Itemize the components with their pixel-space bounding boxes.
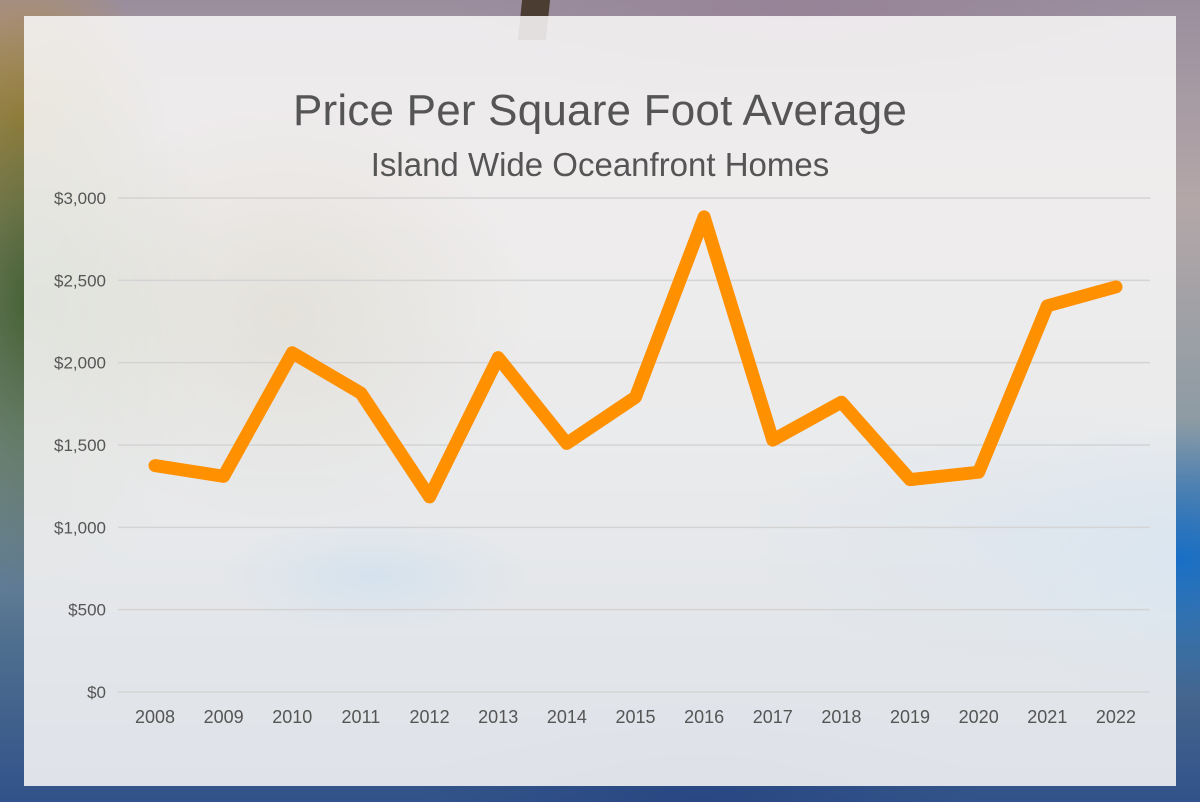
gridlines	[118, 197, 1150, 693]
y-tick-label: $3,000	[54, 189, 106, 208]
chart-subtitle: Island Wide Oceanfront Homes	[370, 146, 830, 183]
x-tick-label: 2013	[478, 707, 518, 727]
x-tick-label: 2016	[684, 707, 724, 727]
panel-tint	[24, 16, 1176, 786]
x-axis-ticks: 2008 2009 2010 2011 2012 2013 2014 2015 2016 2017…	[135, 707, 1136, 727]
y-tick-label: $1,000	[54, 518, 106, 537]
x-tick-label: 2018	[821, 707, 861, 727]
price-series-line	[148, 210, 1123, 504]
x-tick-label: 2019	[890, 707, 930, 727]
x-tick-label: 2022	[1096, 707, 1136, 727]
chart-title: Price Per Square Foot Average	[292, 86, 907, 135]
x-tick-label: 2015	[615, 707, 655, 727]
x-tick-label: 2011	[342, 707, 381, 727]
x-tick-label: 2010	[272, 707, 312, 727]
x-tick-label: 2021	[1027, 707, 1067, 727]
y-tick-label: $2,500	[54, 271, 106, 290]
y-tick-label: $2,000	[54, 354, 106, 373]
y-tick-label: $500	[68, 601, 106, 620]
x-tick-label: 2008	[135, 707, 175, 727]
x-tick-label: 2009	[204, 707, 244, 727]
x-tick-label: 2012	[410, 707, 450, 727]
x-tick-label: 2017	[753, 707, 793, 727]
y-tick-label: $1,500	[54, 436, 106, 455]
x-tick-label: 2014	[547, 707, 587, 727]
chart-panel: Price Per Square Foot Average Island Wid…	[24, 16, 1176, 786]
y-axis-ticks: $0 $500 $1,000 $1,500 $2,000 $2,500 $3,000	[54, 189, 106, 702]
y-tick-label: $0	[87, 683, 106, 702]
x-tick-label: 2020	[959, 707, 999, 727]
